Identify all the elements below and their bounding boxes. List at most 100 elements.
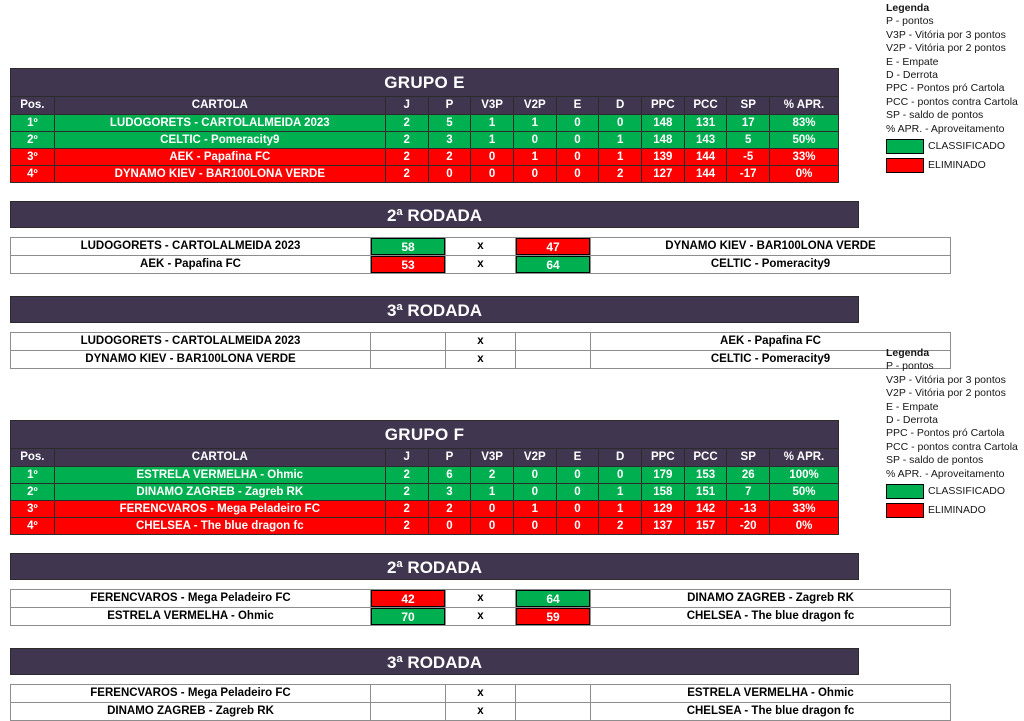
standings-cell-v3p: 1: [470, 131, 514, 149]
match-away-team: CELTIC - Pomeracity9: [590, 255, 951, 274]
match-versus: x: [445, 607, 516, 626]
standings-col-header: E: [555, 448, 600, 467]
standings-cell-j: 2: [384, 148, 429, 166]
match-away-team: ESTRELA VERMELHA - Ohmic: [590, 684, 951, 703]
standings-row: 3º FERENCVAROS - Mega Peladeiro FC 2 2 0 1 0 1 1…: [10, 500, 839, 518]
standings-cell-d: 1: [598, 131, 642, 149]
standings-cell-j: 2: [384, 517, 429, 535]
standings-cell-v3p: 0: [470, 165, 514, 183]
legend-bottom: Legenda P - pontos V3P - Vitória por 3 pon…: [886, 347, 1024, 519]
match-home-team: DINAMO ZAGREB - Zagreb RK: [10, 702, 371, 721]
standings-col-header: % APR.: [769, 96, 839, 115]
match-versus: x: [445, 589, 516, 608]
standings-cell-sp: 26: [726, 466, 771, 484]
match-home-score: 70: [371, 608, 445, 625]
standings-header-row: Pos. CARTOLA J P V3P V2P E D PPC PCC SP% APR.: [10, 448, 839, 467]
match-away-score: 64: [516, 590, 590, 607]
qualified-color-swatch: [886, 484, 924, 500]
standings-row: 1º LUDOGORETS - CARTOLALMEIDA 2023 2 5 1 1 0 0 1…: [10, 114, 839, 132]
standings-cell-e: 0: [555, 114, 600, 132]
standings-cell-p: 2: [427, 148, 472, 166]
standings-cell-sp: 7: [726, 483, 771, 501]
eliminated-color-swatch: [886, 503, 924, 519]
match-home-score: 42: [371, 590, 445, 607]
match-home-team: FERENCVAROS - Mega Peladeiro FC: [10, 684, 371, 703]
legend-qualified-row: CLASSIFICADO: [886, 138, 1024, 155]
standings-cell-team: DYNAMO KIEV - BAR100LONA VERDE: [53, 165, 386, 183]
standings-cell-pcc: 151: [683, 483, 728, 501]
legend-line: V2P - Vitória por 2 pontos: [886, 42, 1006, 55]
standings-cell-team: AEK - Papafina FC: [53, 148, 386, 166]
standings-cell-apr: 0%: [769, 517, 839, 535]
standings-cell-p: 0: [427, 517, 472, 535]
matches-table: FERENCVAROS - Mega Peladeiro FC 42 x 64 DINA…: [10, 589, 951, 626]
standings-cell-e: 0: [555, 500, 600, 518]
standings-cell-e: 0: [555, 517, 600, 535]
standings-cell-team: LUDOGORETS - CARTOLALMEIDA 2023: [53, 114, 386, 132]
match-away-team: DINAMO ZAGREB - Zagreb RK: [590, 589, 951, 608]
standings-cell-apr: 100%: [769, 466, 839, 484]
standings-col-header: PCC: [683, 96, 728, 115]
standings-cell-team: DINAMO ZAGREB - Zagreb RK: [53, 483, 386, 501]
standings-col-header: V2P: [512, 96, 557, 115]
standings-table: GRUPO F Pos. CARTOLA J P V3P V2P E D PPC PCC SP% AP…: [10, 420, 839, 535]
legend-line: SP - saldo de pontos: [886, 109, 984, 122]
standings-row: 4º CHELSEA - The blue dragon fc 2 0 0 0 0 2 137 1…: [10, 517, 839, 535]
matches-table: LUDOGORETS - CARTOLALMEIDA 2023 x AEK - Pa…: [10, 332, 951, 369]
standings-cell-sp: -5: [726, 148, 771, 166]
standings-cell-e: 0: [555, 165, 600, 183]
legend-qualified-row: CLASSIFICADO: [886, 483, 1024, 500]
standings-cell-apr: 33%: [769, 148, 839, 166]
legend-eliminated-row: ELIMINADO: [886, 502, 1024, 519]
legend-line: V3P - Vitória por 3 pontos: [886, 373, 1006, 386]
match-away-score-cell: [515, 332, 591, 351]
legend-line: P - pontos: [886, 360, 934, 373]
legend-line: D - Derrota: [886, 69, 938, 82]
standings-col-header: V3P: [470, 448, 514, 467]
match-home-score-cell: 42: [370, 589, 446, 608]
standings-col-header: J: [384, 448, 429, 467]
match-away-team: CELTIC - Pomeracity9: [590, 350, 951, 369]
group-title: GRUPO E: [10, 68, 839, 97]
standings-cell-ppc: 179: [641, 466, 685, 484]
standings-cell-v2p: 0: [512, 131, 557, 149]
round-banner: 3ª RODADA: [10, 296, 859, 323]
standings-col-header: PPC: [641, 448, 685, 467]
standings-header-row: Pos. CARTOLA J P V3P V2P E D PPC PCC SP% APR.: [10, 96, 839, 115]
standings-table: GRUPO E Pos. CARTOLA J P V3P V2P E D PPC PCC SP% AP…: [10, 68, 839, 183]
standings-cell-apr: 33%: [769, 500, 839, 518]
eliminated-label: ELIMINADO: [928, 503, 986, 516]
standings-col-header: D: [598, 448, 642, 467]
standings-cell-e: 0: [555, 483, 600, 501]
standings-row: 3º AEK - Papafina FC 2 2 0 1 0 1 139 144 -5 33%: [10, 148, 839, 166]
standings-cell-d: 0: [598, 114, 642, 132]
standings-cell-e: 0: [555, 131, 600, 149]
eliminated-label: ELIMINADO: [928, 158, 986, 171]
standings-cell-ppc: 129: [641, 500, 685, 518]
match-versus: x: [445, 332, 516, 351]
qualified-color-swatch: [886, 139, 924, 155]
standings-cell-ppc: 137: [641, 517, 685, 535]
standings-cell-d: 2: [598, 165, 642, 183]
standings-cell-pcc: 131: [683, 114, 728, 132]
standings-col-header: PPC: [641, 96, 685, 115]
round-banner: 2ª RODADA: [10, 553, 859, 580]
standings-cell-p: 5: [427, 114, 472, 132]
standings-cell-sp: 17: [726, 114, 771, 132]
match-home-score-cell: [370, 332, 446, 351]
match-row: FERENCVAROS - Mega Peladeiro FC x ESTRELA …: [10, 684, 951, 703]
standings-cell-sp: -13: [726, 500, 771, 518]
match-away-team: CHELSEA - The blue dragon fc: [590, 702, 951, 721]
standings-row: 1º ESTRELA VERMELHA - Ohmic 2 6 2 0 0 0 179 153 26…: [10, 466, 839, 484]
match-row: LUDOGORETS - CARTOLALMEIDA 2023 58 x 47 DYNA…: [10, 237, 951, 256]
standings-col-header: E: [555, 96, 600, 115]
match-versus: x: [445, 255, 516, 274]
match-home-score-cell: 53: [370, 255, 446, 274]
standings-col-header: P: [427, 96, 472, 115]
standings-cell-d: 1: [598, 483, 642, 501]
legend-line: E - Empate: [886, 55, 939, 68]
standings-col-header: J: [384, 96, 429, 115]
standings-cell-pcc: 144: [683, 148, 728, 166]
standings-cell-sp: -20: [726, 517, 771, 535]
standings-cell-apr: 50%: [769, 483, 839, 501]
